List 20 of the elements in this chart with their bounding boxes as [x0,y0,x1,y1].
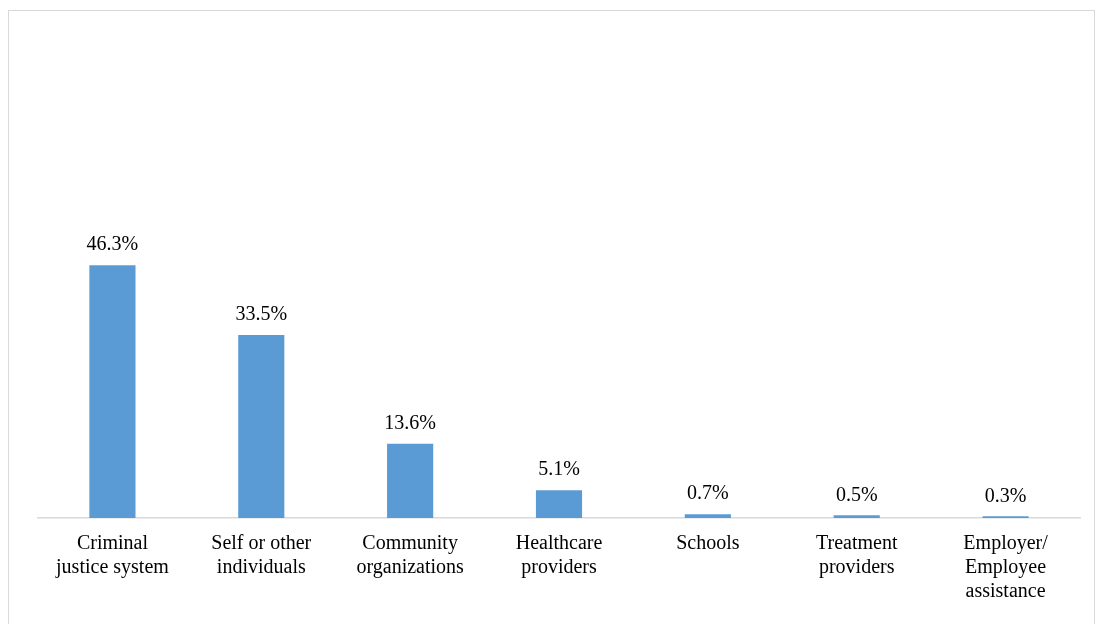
bar [387,443,434,518]
bar [684,514,731,518]
x-tick-label: Community organizations [356,531,465,579]
data-label: 0.5% [835,482,878,505]
data-label: 0.7% [687,481,729,504]
bar [89,265,136,518]
bar [238,335,285,518]
data-label: 0.3% [984,483,1027,506]
data-label: 46.3% [86,232,139,255]
x-tick-label: Employer/Employee assistance [963,531,1049,602]
x-tick-label: Criminal justice system [55,531,170,579]
x-tick-label: Treatment providers [815,531,898,579]
x-tick-label: Self or other individuals [211,531,312,578]
x-tick-label: Healthcare providers [515,531,603,579]
data-label: 5.1% [538,457,580,480]
data-label: 13.6% [384,410,436,433]
bar [535,490,583,518]
x-tick-label: Schools [676,531,740,554]
data-label: 33.5% [235,302,288,325]
bar [833,515,880,518]
